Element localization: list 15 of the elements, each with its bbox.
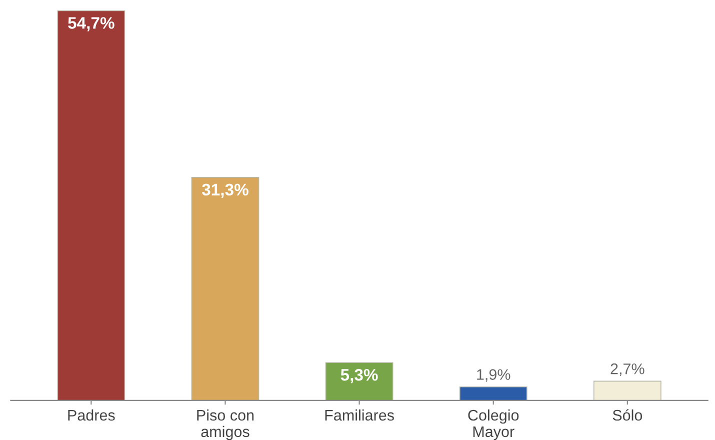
- x-tick-label: Familiares: [325, 409, 394, 421]
- x-tick-label: Sólo: [612, 409, 642, 421]
- bar: [57, 10, 126, 400]
- bar: [191, 177, 260, 400]
- x-tick-label: Padres: [68, 409, 115, 421]
- data-label: 31,3%: [202, 184, 248, 198]
- bar: [593, 380, 662, 400]
- x-tick-label: Colegio Mayor: [468, 409, 519, 440]
- x-tick-label: Piso con amigos: [197, 409, 254, 440]
- data-label: 54,7%: [68, 17, 114, 32]
- bar: [459, 386, 528, 400]
- data-label: 1,9%: [477, 369, 510, 382]
- data-label: 5,3%: [340, 368, 378, 384]
- data-label: 2,7%: [610, 363, 644, 376]
- bar: [325, 362, 394, 400]
